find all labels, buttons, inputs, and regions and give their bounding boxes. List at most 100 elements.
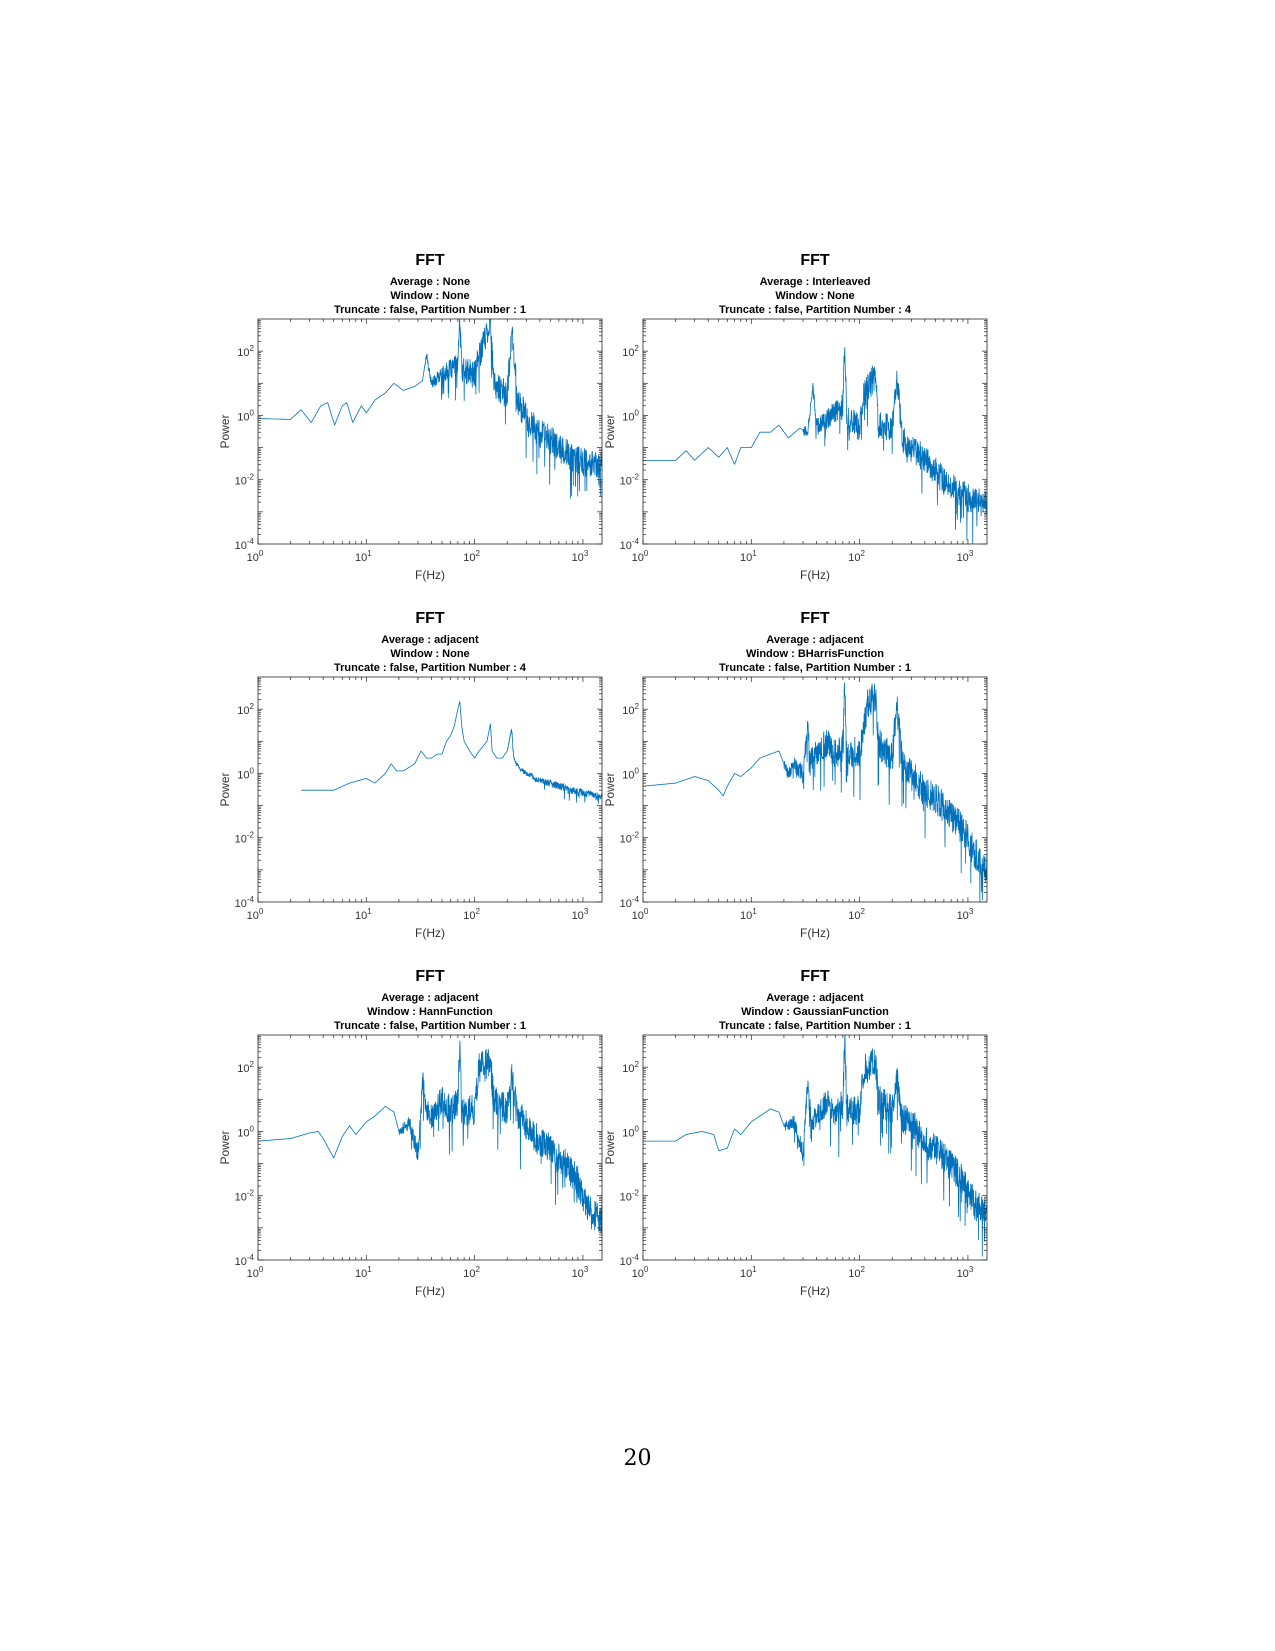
chart-subtitle-line: Average : None	[390, 276, 470, 288]
x-tick-label: 103	[957, 549, 974, 564]
y-axis-label: Power	[218, 772, 232, 806]
y-tick-label: 10-4	[235, 537, 255, 552]
plot-frame	[642, 318, 988, 545]
chart-svg: FFT Average : Interleaved Window : None Tru…	[603, 252, 988, 582]
x-tick-label: 103	[957, 907, 974, 922]
x-tick-label: 100	[632, 907, 649, 922]
x-tick-label: 101	[355, 549, 372, 564]
y-tick-label: 10-4	[235, 1253, 255, 1268]
x-tick-label: 100	[247, 907, 264, 922]
page-number: 20	[623, 1446, 652, 1471]
x-tick-label: 102	[848, 1265, 865, 1280]
y-tick-label: 100	[622, 766, 639, 781]
y-axis-label: Power	[218, 1130, 232, 1164]
series-line	[258, 319, 602, 499]
chart-subtitle-line: Window : None	[775, 290, 854, 302]
chart-subtitle-line: Truncate : false, Partition Number : 1	[719, 662, 911, 674]
chart-subtitle-line: Window : HannFunction	[367, 1006, 493, 1018]
y-tick-label: 100	[622, 408, 639, 423]
chart-panel-2: FFT Average : Interleaved Window : None Tru…	[600, 245, 1030, 605]
x-axis-label: F(Hz)	[415, 568, 445, 582]
y-tick-label: 10-2	[235, 473, 255, 488]
x-tick-label: 101	[740, 907, 757, 922]
chart-subtitle-line: Average : Interleaved	[760, 276, 871, 288]
x-axis-label: F(Hz)	[800, 1284, 830, 1298]
y-axis-label: Power	[218, 414, 232, 448]
x-tick-label: 101	[355, 907, 372, 922]
x-tick-label: 101	[740, 1265, 757, 1280]
chart-subtitle-line: Window : None	[390, 290, 469, 302]
chart-svg: FFT Average : None Window : None Truncate :…	[218, 252, 603, 582]
chart-title: FFT	[415, 968, 445, 985]
chart-subtitle-line: Truncate : false, Partition Number : 1	[334, 1020, 526, 1032]
chart-svg: FFT Average : adjacent Window : GaussianFu…	[603, 968, 988, 1298]
series-line	[301, 701, 602, 804]
y-tick-label: 10-4	[235, 895, 255, 910]
x-tick-label: 102	[848, 907, 865, 922]
x-tick-label: 101	[740, 549, 757, 564]
chart-svg: FFT Average : adjacent Window : None Trunca…	[218, 610, 603, 940]
x-axis-label: F(Hz)	[415, 1284, 445, 1298]
x-axis-label: F(Hz)	[800, 926, 830, 940]
chart-title: FFT	[415, 252, 445, 269]
x-tick-label: 103	[957, 1265, 974, 1280]
y-axis-label: Power	[603, 414, 617, 448]
chart-subtitle-line: Average : adjacent	[381, 634, 479, 646]
x-tick-label: 102	[463, 907, 480, 922]
chart-panel-5: FFT Average : adjacent Window : HannFuncti…	[215, 961, 645, 1321]
chart-subtitle-line: Truncate : false, Partition Number : 4	[334, 662, 527, 674]
chart-subtitle-line: Window : BHarrisFunction	[746, 648, 884, 660]
x-tick-label: 103	[572, 907, 589, 922]
y-tick-label: 10-2	[620, 473, 640, 488]
x-tick-label: 100	[632, 549, 649, 564]
series-line	[643, 682, 987, 902]
y-tick-label: 102	[237, 702, 254, 717]
y-tick-label: 10-4	[620, 895, 640, 910]
chart-svg: FFT Average : adjacent Window : HannFuncti…	[218, 968, 603, 1298]
chart-subtitle-line: Truncate : false, Partition Number : 1	[719, 1020, 911, 1032]
chart-subtitle-line: Truncate : false, Partition Number : 4	[719, 304, 912, 316]
y-tick-label: 10-2	[235, 831, 255, 846]
chart-title: FFT	[800, 252, 830, 269]
y-tick-label: 10-4	[620, 537, 640, 552]
y-tick-label: 10-4	[620, 1253, 640, 1268]
chart-subtitle-line: Average : adjacent	[766, 992, 864, 1004]
chart-title: FFT	[800, 968, 830, 985]
y-tick-label: 100	[237, 766, 254, 781]
x-tick-label: 103	[572, 1265, 589, 1280]
chart-title: FFT	[415, 610, 445, 627]
y-tick-label: 100	[237, 1124, 254, 1139]
x-tick-label: 103	[572, 549, 589, 564]
chart-panel-1: FFT Average : None Window : None Truncate :…	[215, 245, 645, 605]
x-tick-label: 102	[463, 549, 480, 564]
y-tick-label: 102	[237, 344, 254, 359]
chart-panel-4: FFT Average : adjacent Window : BHarrisFun…	[600, 603, 1030, 963]
chart-subtitle-line: Truncate : false, Partition Number : 1	[334, 304, 526, 316]
plot-frame	[642, 676, 988, 903]
chart-title: FFT	[800, 610, 830, 627]
y-axis-label: Power	[603, 772, 617, 806]
x-tick-label: 101	[355, 1265, 372, 1280]
x-tick-label: 102	[463, 1265, 480, 1280]
y-tick-label: 102	[622, 1060, 639, 1075]
chart-subtitle-line: Average : adjacent	[766, 634, 864, 646]
chart-panel-6: FFT Average : adjacent Window : GaussianFu…	[600, 961, 1030, 1321]
y-tick-label: 102	[237, 1060, 254, 1075]
chart-panel-3: FFT Average : adjacent Window : None Trunca…	[215, 603, 645, 963]
plot-frame	[257, 676, 603, 903]
chart-subtitle-line: Window : None	[390, 648, 469, 660]
chart-subtitle-line: Average : adjacent	[381, 992, 479, 1004]
y-axis-label: Power	[603, 1130, 617, 1164]
series-line	[643, 1035, 987, 1257]
y-tick-label: 10-2	[235, 1189, 255, 1204]
chart-svg: FFT Average : adjacent Window : BHarrisFun…	[603, 610, 988, 940]
x-tick-label: 100	[632, 1265, 649, 1280]
chart-subtitle-line: Window : GaussianFunction	[741, 1006, 889, 1018]
y-tick-label: 10-2	[620, 1189, 640, 1204]
y-tick-label: 102	[622, 344, 639, 359]
x-axis-label: F(Hz)	[415, 926, 445, 940]
series-line	[643, 347, 987, 544]
x-tick-label: 100	[247, 549, 264, 564]
y-tick-label: 100	[622, 1124, 639, 1139]
plot-frame	[257, 1034, 603, 1261]
